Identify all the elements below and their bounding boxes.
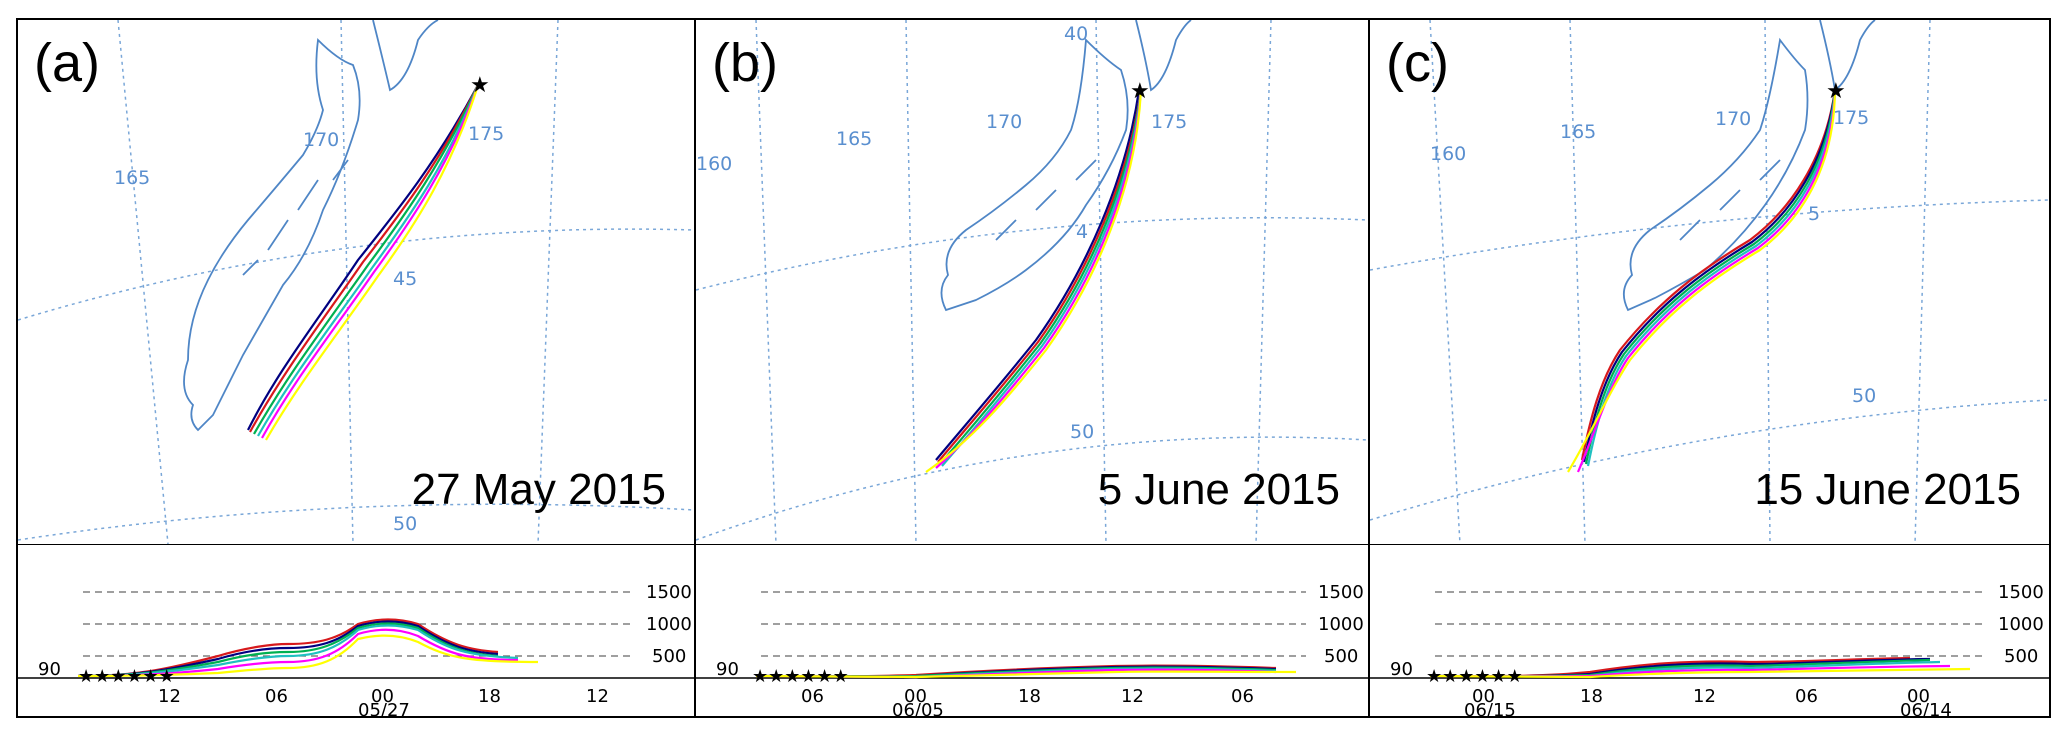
panel-c: 160 165 170 175 5 50 ★ (c) 15 June 2015 … [1368, 18, 2051, 718]
time-tick: 12 [1121, 686, 1144, 707]
lon-label: 170 [303, 129, 339, 151]
height-label: 1500 [646, 582, 692, 603]
panel-date: 27 May 2015 [411, 465, 666, 514]
trajectory-map-c: 160 165 170 175 5 50 ★ [1370, 20, 2049, 544]
time-tick: 12 [1693, 686, 1716, 707]
lon-label: 170 [986, 111, 1022, 133]
time-tick: 00 [904, 686, 927, 707]
lon-label: 165 [1560, 121, 1596, 143]
time-tick: 00 [1472, 686, 1495, 707]
lat-label: 50 [1852, 385, 1876, 407]
time-tick: 12 [586, 686, 609, 707]
altitude-profile-a: 1500 1000 500 90 ★★★★★★ 12 06 00 18 12 0… [18, 544, 694, 716]
start-level-label: 90 [716, 659, 739, 680]
time-tick: 06 [801, 686, 824, 707]
panel-label: (b) [712, 33, 778, 93]
height-label: 500 [652, 646, 686, 667]
height-label: 1500 [1998, 582, 2044, 603]
time-tick: 00 [371, 686, 394, 707]
date-tick: 06/05 [892, 700, 944, 716]
panel-date: 15 June 2015 [1754, 465, 2021, 514]
date-tick: 06/15 [1464, 700, 1516, 716]
time-tick: 18 [478, 686, 501, 707]
panel-b: 40 160 165 170 175 4 50 ★ (b) 5 June 201… [694, 18, 1370, 718]
lon-label: 175 [1833, 107, 1869, 129]
lat-label: 50 [393, 513, 417, 535]
time-axis: 00 18 12 06 00 06/15 06/14 [1464, 686, 1952, 716]
lat-label: 4 [1076, 221, 1088, 243]
svg-text:★★★★★★: ★★★★★★ [752, 666, 849, 687]
time-tick: 18 [1580, 686, 1603, 707]
svg-text:★: ★ [470, 72, 490, 97]
altitude-profile-b: 1500 1000 500 90 ★★★★★★ 06 00 18 12 06 0… [696, 544, 1368, 716]
svg-text:★: ★ [1130, 78, 1150, 103]
lon-label: 170 [1715, 108, 1751, 130]
lon-label: 160 [696, 153, 732, 175]
height-label: 500 [2004, 646, 2038, 667]
height-label: 1000 [1318, 614, 1364, 635]
lon-label: 40 [1064, 23, 1088, 45]
lat-label: 45 [393, 268, 417, 290]
start-level-label: 90 [1390, 659, 1413, 680]
svg-text:★★★★★★: ★★★★★★ [1426, 666, 1523, 687]
time-tick: 12 [158, 686, 181, 707]
time-tick: 06 [1795, 686, 1818, 707]
lon-label: 160 [1430, 143, 1466, 165]
trajectory-map-a: 165 170 175 45 50 ★ [18, 20, 694, 544]
lon-label: 175 [468, 123, 504, 145]
start-level-label: 90 [38, 659, 61, 680]
lat-label: 5 [1808, 203, 1820, 225]
time-tick: 06 [1231, 686, 1254, 707]
time-tick: 06 [265, 686, 288, 707]
panel-label: (a) [34, 33, 100, 93]
height-label: 1000 [646, 614, 692, 635]
time-axis: 12 06 00 18 12 05/27 [158, 686, 609, 716]
lat-label: 50 [1070, 421, 1094, 443]
panel-a: 165 170 175 45 50 ★ (a) 27 May 2015 1500… [16, 18, 696, 718]
altitude-profile-c: 1500 1000 500 90 ★★★★★★ 00 18 12 06 00 0… [1370, 544, 2049, 716]
date-tick: 06/14 [1900, 700, 1952, 716]
lon-label: 165 [836, 128, 872, 150]
trajectory-map-b: 40 160 165 170 175 4 50 ★ [696, 20, 1368, 544]
panel-date: 5 June 2015 [1097, 465, 1340, 514]
lon-label: 175 [1151, 111, 1187, 133]
date-tick: 05/27 [358, 700, 410, 716]
svg-text:★★★★★★: ★★★★★★ [78, 666, 175, 687]
svg-text:★: ★ [1826, 78, 1846, 103]
panel-label: (c) [1386, 33, 1449, 93]
height-label: 1500 [1318, 582, 1364, 603]
height-label: 1000 [1998, 614, 2044, 635]
time-tick: 18 [1018, 686, 1041, 707]
lon-label: 165 [114, 167, 150, 189]
height-label: 500 [1324, 646, 1358, 667]
time-tick: 00 [1907, 686, 1930, 707]
time-axis: 06 00 18 12 06 06/05 [801, 686, 1254, 716]
